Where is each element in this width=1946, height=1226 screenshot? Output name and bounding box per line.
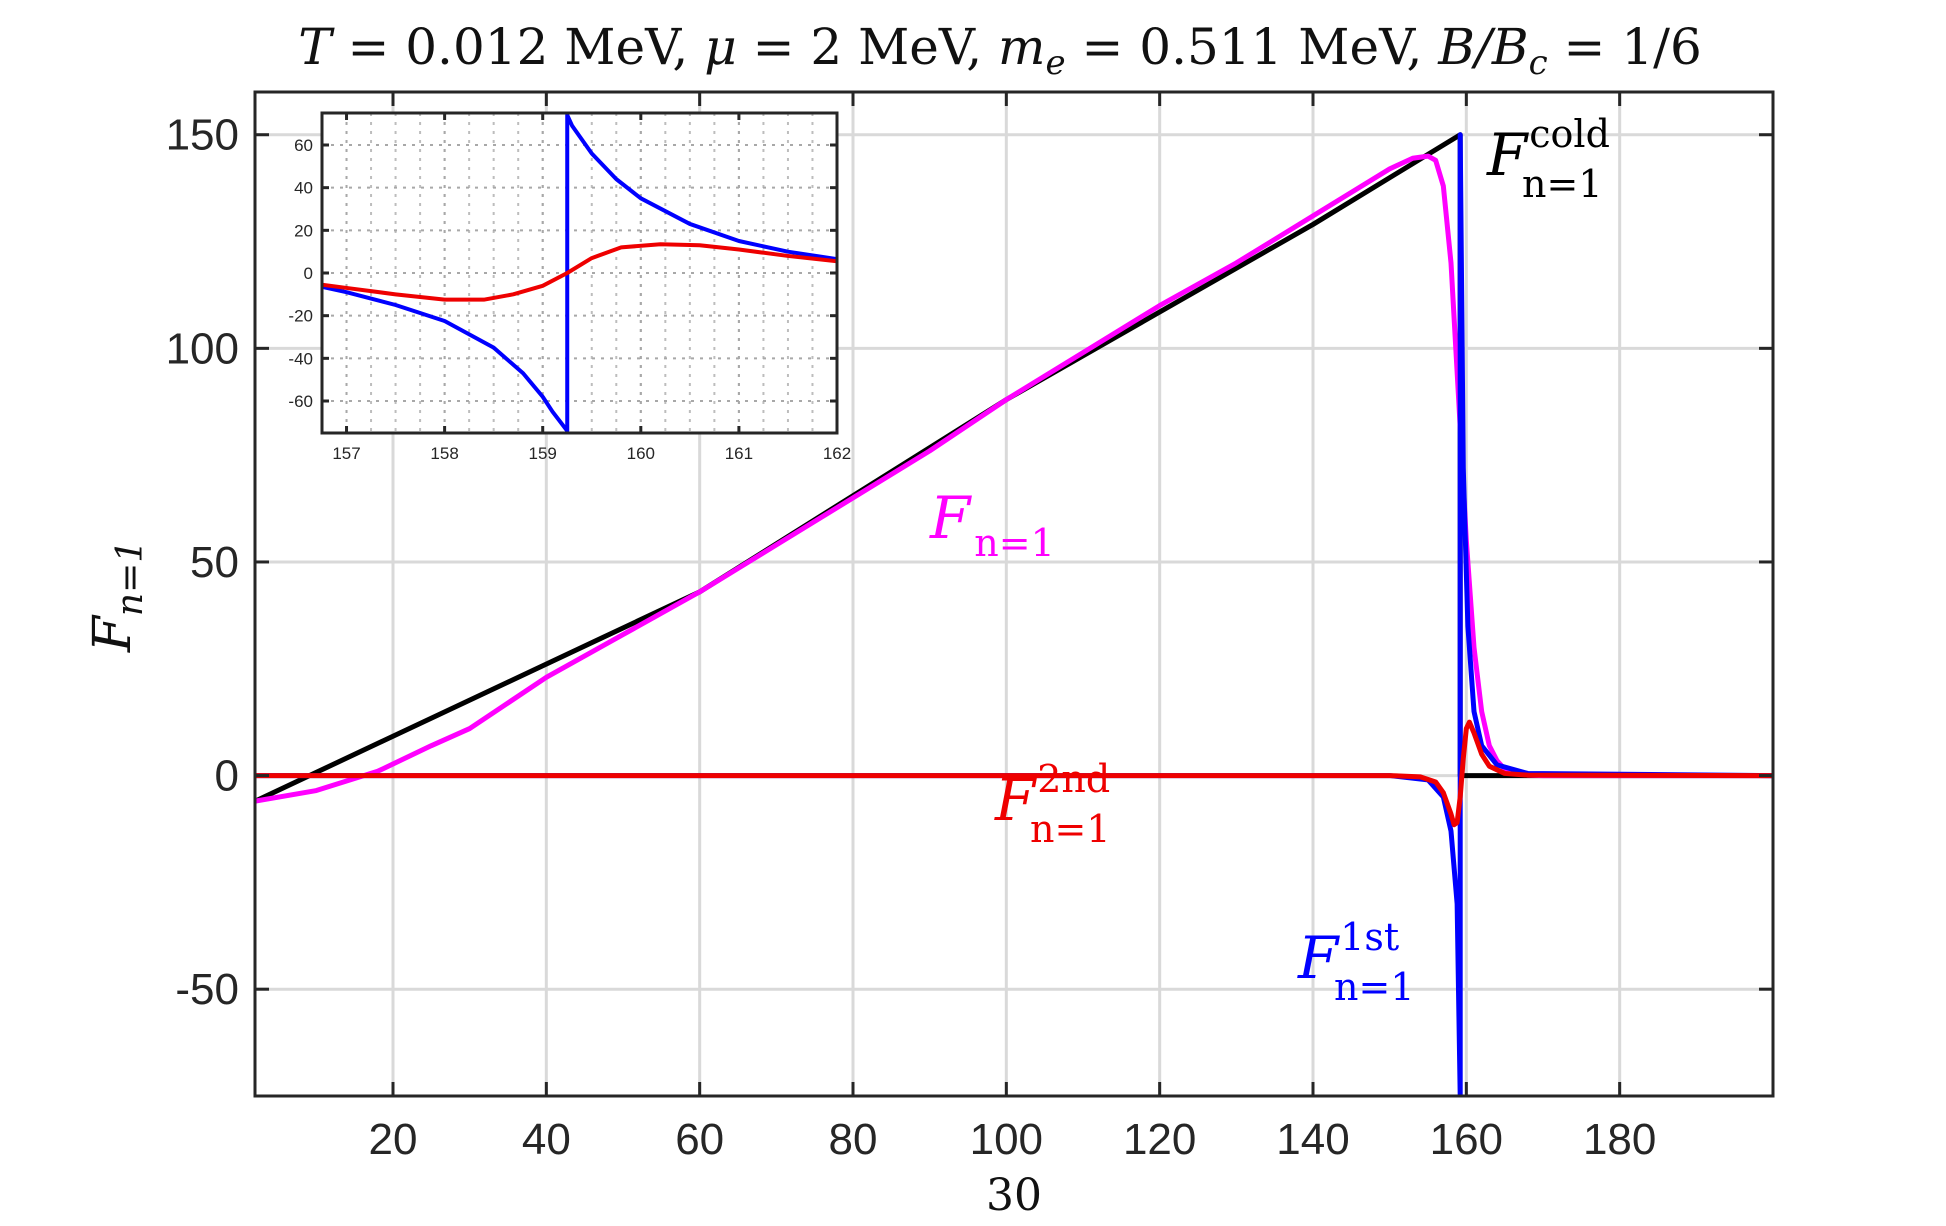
main-ticks — [255, 92, 1773, 1096]
inset-y-tick-label: -40 — [288, 349, 313, 368]
label-f-1st-sub: n=1 — [1334, 965, 1415, 1009]
main-plot-frame — [253, 90, 1775, 1098]
inset-x-tick-label: 162 — [823, 444, 851, 463]
inset-y-tick-label: 40 — [294, 179, 313, 198]
inset-y-tick-label: 60 — [294, 136, 313, 155]
main-series-3 — [255, 132, 1773, 1096]
y-axis-label-sub: n=1 — [110, 540, 151, 616]
main-y-tick-label: 50 — [190, 538, 239, 587]
main-x-tick-label: 120 — [1123, 1115, 1196, 1164]
inset-y-tick-label: -60 — [288, 392, 313, 411]
main-xtick-labels: 20 40 60 80 100 120 140 160 180 — [369, 1115, 1657, 1164]
main-y-tick-label: 0 — [215, 752, 239, 801]
inset-x-tick-label: 158 — [430, 444, 458, 463]
main-y-tick-label: 100 — [166, 324, 239, 373]
title-m: m — [998, 18, 1045, 76]
label-f-1st: F1st n=1 — [1297, 915, 1415, 1009]
title-part-9: = 1/6 — [1548, 18, 1702, 76]
title-B: B/B — [1437, 18, 1528, 76]
main-series-2 — [255, 153, 1773, 804]
label-f-cold-sup: cold — [1529, 112, 1610, 156]
title-T: T — [298, 18, 335, 76]
label-f-cold-main: F — [1486, 121, 1529, 189]
label-f-cold-sub: n=1 — [1522, 162, 1603, 206]
title-sub-e: e — [1045, 43, 1065, 83]
main-x-tick-label: 160 — [1430, 1115, 1503, 1164]
inset-ytick-labels: -60 -40 -20 0 20 40 60 — [288, 136, 313, 411]
main-y-tick-label: -50 — [175, 965, 239, 1014]
inset-x-tick-label: 161 — [725, 444, 753, 463]
y-axis-label-main: F — [83, 614, 143, 653]
main-x-tick-label: 100 — [970, 1115, 1043, 1164]
label-f-sub: n=1 — [974, 521, 1055, 565]
label-f-2nd: F2nd n=1 — [994, 757, 1111, 851]
y-axis-label: Fn=1 — [83, 540, 151, 653]
main-x-tick-label: 60 — [675, 1115, 724, 1164]
main-x-tick-label: 40 — [522, 1115, 571, 1164]
inset-y-tick-label: -20 — [288, 307, 313, 326]
inset-series-2 — [322, 242, 837, 302]
main-x-tick-label: 20 — [369, 1115, 418, 1164]
label-f-2nd-sub: n=1 — [1030, 807, 1111, 851]
title-sub-c: c — [1529, 43, 1548, 83]
inset-y-tick-label: 20 — [294, 221, 313, 240]
label-f-1st-main: F — [1297, 924, 1340, 992]
inset-x-tick-label: 159 — [529, 444, 557, 463]
main-series — [255, 132, 1773, 1096]
label-f-1st-sup: 1st — [1340, 915, 1399, 959]
inset-plot-background — [322, 113, 837, 433]
inset-ticks — [322, 113, 839, 433]
inset-x-tick-label: 157 — [332, 444, 360, 463]
chart-title: T = 0.012 MeV, μ = 2 MeV, me = 0.511 MeV… — [298, 18, 1702, 83]
title-part-6: = 0.511 MeV, — [1066, 18, 1439, 76]
inset-x-tick-label: 160 — [627, 444, 655, 463]
main-x-tick-label: 140 — [1276, 1115, 1349, 1164]
x-axis-label: 30 — [986, 1170, 1042, 1221]
title-part-1: = 0.012 MeV, — [332, 18, 705, 76]
label-f-cold: Fcold n=1 — [1486, 112, 1610, 206]
label-f-2nd-main: F — [994, 766, 1037, 834]
label-f-2nd-sup: 2nd — [1037, 757, 1110, 801]
label-f-main: F — [929, 484, 972, 552]
main-ytick-labels: -50 0 50 100 150 — [166, 111, 239, 1014]
inset-y-tick-label: 0 — [304, 264, 313, 283]
main-x-tick-label: 180 — [1583, 1115, 1656, 1164]
main-series-4 — [255, 719, 1773, 828]
inset-plot: 157 158 159 160 161 162 -60 -40 -20 0 20 40 60 — [288, 111, 851, 463]
main-y-tick-label: 150 — [166, 111, 239, 160]
title-mu: μ — [704, 18, 737, 76]
main-x-tick-label: 80 — [829, 1115, 878, 1164]
title-part-3: = 2 MeV, — [737, 18, 998, 76]
inset-series — [322, 113, 837, 433]
inset-xtick-labels: 157 158 159 160 161 162 — [332, 444, 851, 463]
